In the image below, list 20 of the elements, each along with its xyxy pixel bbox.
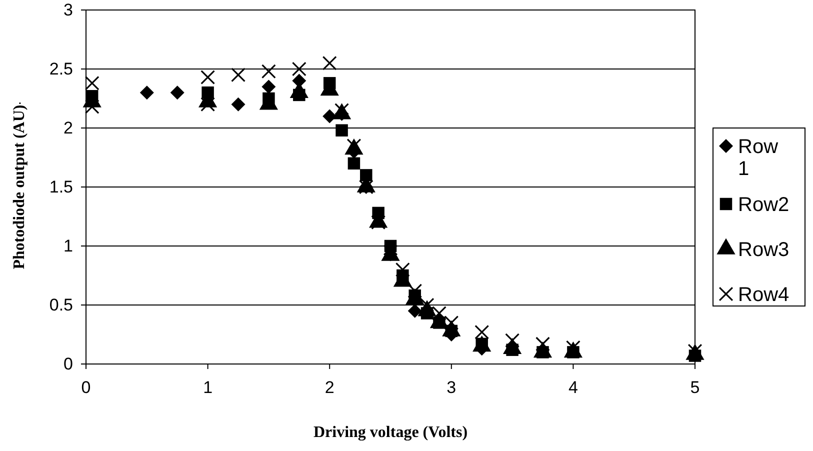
y-tick-label: 0 <box>64 354 73 374</box>
x-axis-title: Driving voltage (Volts) <box>313 424 468 441</box>
y-tick-label: 2 <box>64 118 73 138</box>
text: . <box>18 91 22 107</box>
y-tick-label: 0.5 <box>49 295 73 314</box>
legend-label: Row2 <box>738 194 790 216</box>
y-tick-label: 1.5 <box>49 177 73 196</box>
x-tick-label: 4 <box>568 378 578 398</box>
x-tick-label: 1 <box>203 378 213 398</box>
y-axis-title: Photodiode output (AU) <box>11 104 28 270</box>
x-tick-label: 2 <box>324 378 334 398</box>
x-tick-label: 0 <box>81 378 91 398</box>
x-tick-label: 5 <box>690 378 700 398</box>
y-tick-label: 2.5 <box>49 59 73 78</box>
x-tick-label: 3 <box>446 378 456 398</box>
y-tick-label: 3 <box>64 0 73 20</box>
y-tick-label: 1 <box>64 236 73 256</box>
legend-label: Row4 <box>738 284 790 306</box>
legend-label: Row 1 <box>738 136 779 180</box>
legend-label: Row3 <box>738 239 790 261</box>
